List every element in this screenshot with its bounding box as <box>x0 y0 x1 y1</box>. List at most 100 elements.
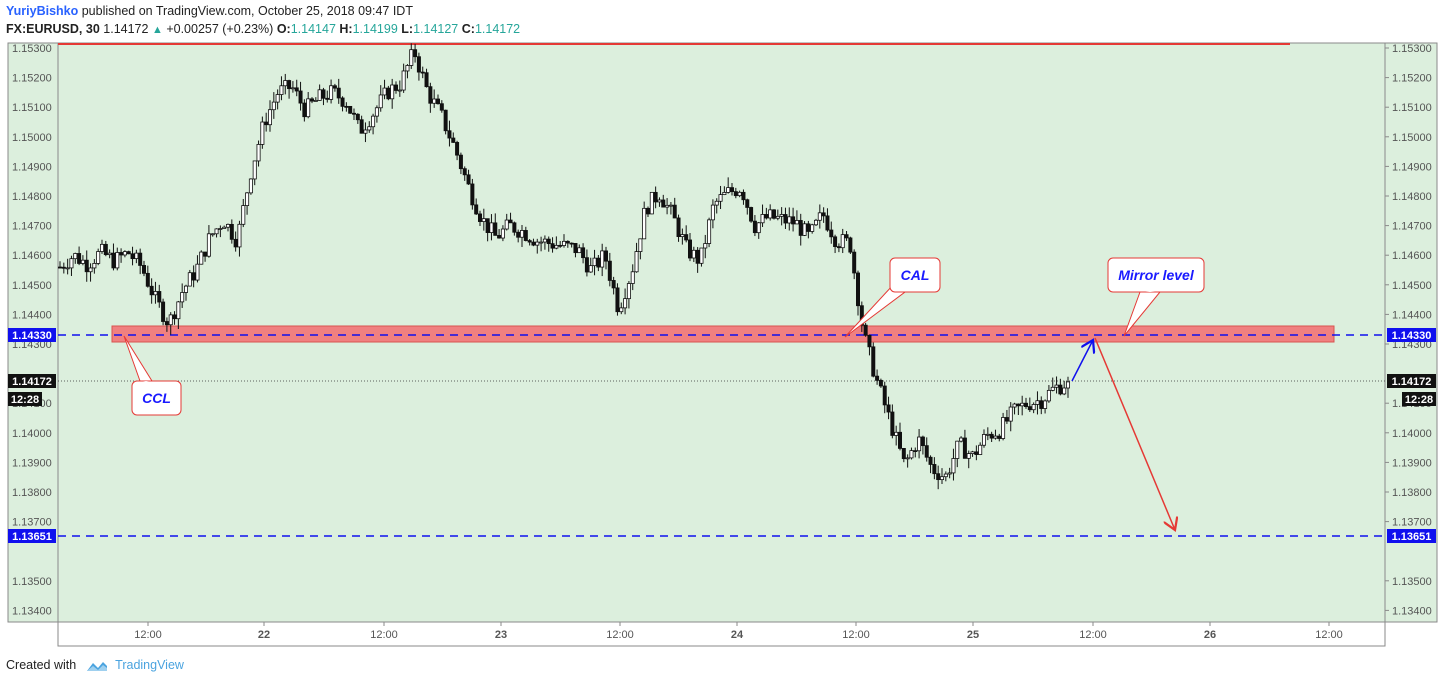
y-tick-label-left: 1.15100 <box>12 102 52 114</box>
x-tick-label: 12:00 <box>1315 629 1343 641</box>
candle-body <box>294 87 299 92</box>
candle-body <box>604 250 609 262</box>
candle-body <box>1062 387 1067 395</box>
candle-body <box>309 98 314 102</box>
author-name[interactable]: YuriyBishko <box>6 4 79 18</box>
candle-body <box>176 301 181 320</box>
candle-body <box>554 244 559 249</box>
candle-body <box>138 252 143 266</box>
candle-body <box>684 234 689 241</box>
candle-body <box>775 215 780 219</box>
candle-body <box>474 204 479 215</box>
candle-body <box>962 437 967 459</box>
candle-body <box>416 56 421 73</box>
candle-body <box>630 271 635 284</box>
callout-ccl: CCL <box>123 335 182 416</box>
candle-body <box>646 207 651 215</box>
candle-body <box>756 222 761 234</box>
y-tick-label-right: 1.14400 <box>1392 309 1432 321</box>
candle-body <box>867 334 872 348</box>
open-value: 1.14147 <box>290 22 336 36</box>
candle-body <box>283 80 288 87</box>
candle-body <box>65 267 70 270</box>
candle-body <box>77 253 82 264</box>
candle-body <box>96 251 101 264</box>
candle-body <box>623 298 628 309</box>
candle-body <box>802 223 807 236</box>
candle-body <box>497 234 502 239</box>
candle-body <box>833 236 838 248</box>
candle-body <box>470 183 475 206</box>
candle-body <box>233 238 238 248</box>
candle-body <box>329 85 334 100</box>
x-tick-label: 12:00 <box>370 629 398 641</box>
candle-body <box>814 219 819 226</box>
y-tick-label-right: 1.15100 <box>1392 102 1432 114</box>
candle-body <box>126 251 131 255</box>
candle-body <box>787 216 792 224</box>
y-tick-label-left: 1.13900 <box>12 457 52 469</box>
candle-body <box>348 105 353 114</box>
candle-body <box>275 94 280 103</box>
y-tick-label-left: 1.14700 <box>12 221 52 233</box>
candle-body <box>424 72 429 88</box>
candle-body <box>688 239 693 259</box>
y-tick-label-left: 1.14400 <box>12 309 52 321</box>
y-tick-label-left: 1.15200 <box>12 73 52 85</box>
candle-body <box>443 109 448 132</box>
candle-body <box>199 251 204 265</box>
tradingview-link[interactable]: TradingView <box>115 658 184 672</box>
candle-body <box>122 251 127 256</box>
candle-body <box>508 219 513 224</box>
candle-body <box>80 259 85 264</box>
candle-body <box>103 243 108 256</box>
candle-body <box>974 451 979 455</box>
candle-body <box>1004 417 1009 422</box>
candle-body <box>481 218 486 222</box>
candle-body <box>600 250 605 268</box>
candle-body <box>439 103 444 111</box>
candle-body <box>180 292 185 303</box>
candle-body <box>699 247 704 264</box>
price-label-text: 1.13651 <box>1392 531 1432 543</box>
last-price: 1.14172 <box>103 22 149 36</box>
y-tick-label-right: 1.14800 <box>1392 191 1432 203</box>
x-tick-label: 24 <box>731 629 744 641</box>
candle-body <box>584 257 589 273</box>
candle-body <box>909 450 914 459</box>
candle-body <box>451 137 456 143</box>
candle-body <box>760 214 765 224</box>
candle-body <box>267 109 272 126</box>
candle-body <box>485 218 490 233</box>
y-tick-label-right: 1.15000 <box>1392 132 1432 144</box>
high-label: H: <box>339 22 353 36</box>
y-tick-label-left: 1.13800 <box>12 487 52 499</box>
candle-body <box>248 178 253 194</box>
candle-body <box>477 213 482 222</box>
candle-body <box>920 436 925 447</box>
candle-body <box>966 453 971 459</box>
candle-body <box>523 230 528 241</box>
y-tick-label-right: 1.13800 <box>1392 487 1432 499</box>
candle-body <box>516 231 521 238</box>
candle-body <box>531 241 536 246</box>
up-arrow-icon: ▲ <box>151 24 163 36</box>
candle-body <box>863 324 868 336</box>
candle-body <box>183 285 188 293</box>
candle-body <box>393 84 398 91</box>
candle-body <box>806 223 811 232</box>
candle-body <box>73 253 78 260</box>
y-tick-label-left: 1.15000 <box>12 132 52 144</box>
candle-body <box>1008 406 1013 422</box>
candle-body <box>901 448 906 460</box>
candle-body <box>401 70 406 91</box>
candle-body <box>680 234 685 238</box>
candle-body <box>447 130 452 139</box>
candle-body <box>791 216 796 225</box>
candles-group <box>58 43 1071 490</box>
x-tick-label: 12:00 <box>606 629 634 641</box>
candle-body <box>707 219 712 244</box>
candle-body <box>733 191 738 197</box>
y-tick-label-right: 1.14700 <box>1392 221 1432 233</box>
